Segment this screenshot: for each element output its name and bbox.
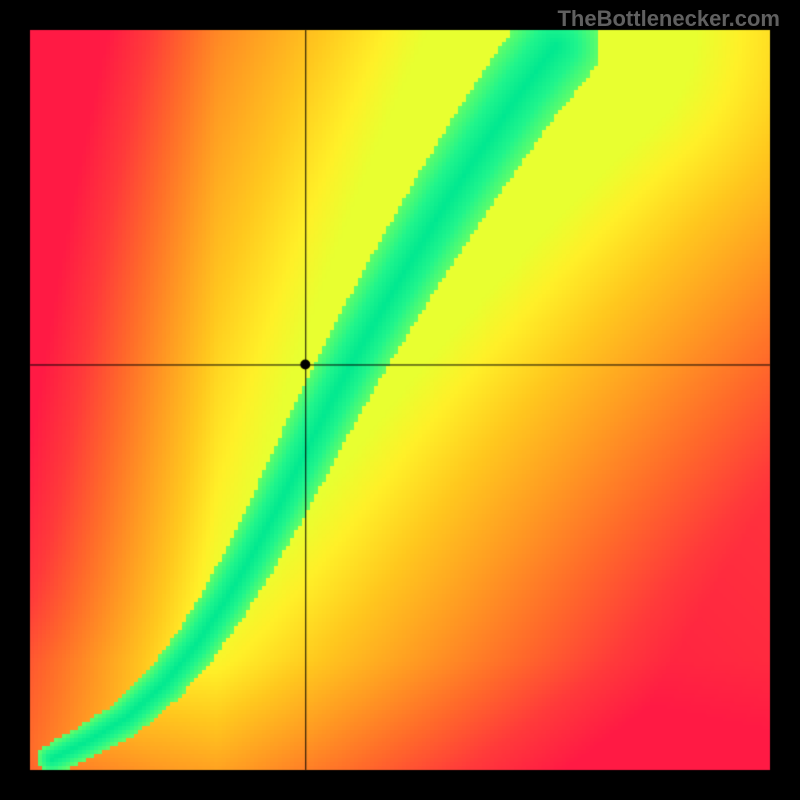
crosshair-overlay xyxy=(0,0,800,800)
chart-container: TheBottlenecker.com xyxy=(0,0,800,800)
watermark-text: TheBottlenecker.com xyxy=(557,6,780,32)
